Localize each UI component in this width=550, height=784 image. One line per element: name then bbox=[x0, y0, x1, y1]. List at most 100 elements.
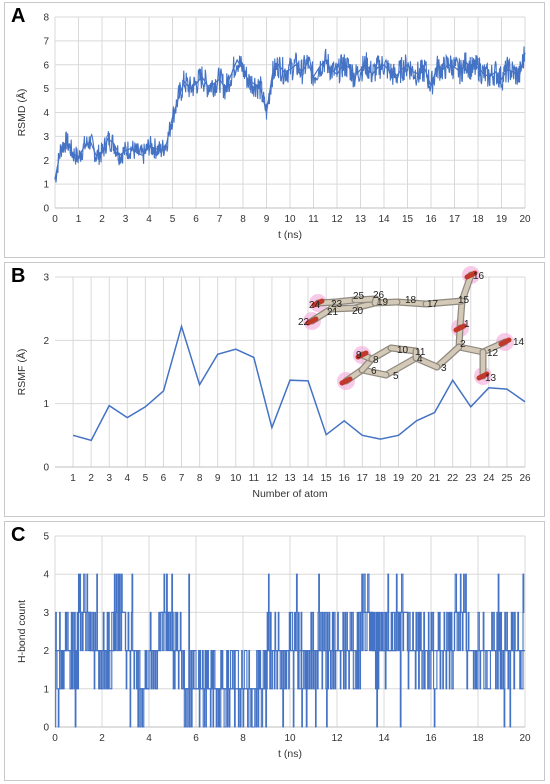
x-tick-label: 15 bbox=[402, 214, 414, 225]
atom-label: 3 bbox=[441, 363, 447, 374]
atom-label: 4 bbox=[417, 354, 423, 365]
x-tick-label: 2 bbox=[99, 214, 105, 225]
x-tick-label: 0 bbox=[52, 733, 58, 744]
y-tick-label: 4 bbox=[43, 108, 49, 119]
x-tick-label: 10 bbox=[230, 473, 242, 484]
bond bbox=[388, 345, 419, 354]
bond bbox=[434, 344, 462, 370]
x-tick-label: 4 bbox=[146, 214, 152, 225]
y-tick-label: 0 bbox=[43, 204, 49, 215]
bond bbox=[456, 344, 486, 355]
x-tick-label: 18 bbox=[472, 214, 484, 225]
x-tick-label: 3 bbox=[123, 214, 129, 225]
atom-label: 24 bbox=[309, 300, 321, 311]
x-tick-label: 4 bbox=[125, 473, 131, 484]
x-tick-label: 12 bbox=[266, 473, 278, 484]
x-tick-label: 5 bbox=[143, 473, 149, 484]
y-tick-label: 6 bbox=[43, 60, 49, 71]
y-tick-label: 2 bbox=[43, 156, 49, 167]
bond bbox=[369, 345, 394, 362]
bond bbox=[459, 272, 474, 304]
x-tick-label: 20 bbox=[519, 733, 531, 744]
x-tick-label: 17 bbox=[357, 473, 369, 484]
x-tick-label: 5 bbox=[170, 214, 176, 225]
oxygen-atom bbox=[355, 350, 369, 360]
rmsf-chart-panel: B 0 1 2 3 1 2 3 4 5 6 7 8 9 10 11 12 13 14 15 16 17 18 19 20 21 2… bbox=[4, 262, 545, 517]
x-tick-label: 6 bbox=[193, 733, 199, 744]
y-tick-label: 0 bbox=[43, 723, 49, 734]
x-tick-label: 2 bbox=[88, 473, 94, 484]
atom-label: 5 bbox=[393, 371, 399, 382]
atom-label: 26 bbox=[373, 290, 385, 301]
x-tick-label: 1 bbox=[76, 214, 82, 225]
atom-label: 20 bbox=[352, 306, 364, 317]
x-tick-label: 14 bbox=[378, 733, 390, 744]
atom-label: 13 bbox=[485, 373, 497, 384]
x-tick-label: 12 bbox=[331, 214, 343, 225]
x-tick-label: 9 bbox=[215, 473, 221, 484]
x-tick-label: 7 bbox=[217, 214, 223, 225]
x-tick-label: 11 bbox=[249, 473, 260, 484]
hbond-series-line bbox=[55, 611, 525, 690]
oxygen-atom bbox=[305, 316, 319, 326]
atom-label: 17 bbox=[427, 299, 439, 310]
y-tick-label: 3 bbox=[43, 132, 49, 143]
x-tick-label: 9 bbox=[264, 214, 270, 225]
rmsd-chart-panel: A 0 1 2 3 4 5 6 7 8 0 1 2 3 4 5 6 7 8 9 10 11 12 13 14 15 16 17 18 1… bbox=[4, 2, 545, 258]
oxygen-atom bbox=[498, 337, 512, 347]
x-tick-label: 20 bbox=[519, 214, 531, 225]
x-axis-label: Number of atom bbox=[252, 488, 328, 500]
oxygen-atom bbox=[476, 371, 490, 381]
x-tick-label: 11 bbox=[308, 214, 319, 225]
y-axis-label: RSMD (Å) bbox=[15, 89, 28, 137]
atom-label: 1 bbox=[464, 319, 470, 330]
x-tick-label: 6 bbox=[193, 214, 199, 225]
atom-label: 21 bbox=[327, 307, 339, 318]
y-axis-label: H-bond count bbox=[16, 600, 28, 663]
x-tick-label: 21 bbox=[429, 473, 441, 484]
x-tick-label: 1 bbox=[70, 473, 76, 484]
rmsd-noise-trace bbox=[54, 46, 526, 183]
bond bbox=[372, 296, 379, 306]
atom-label: 16 bbox=[473, 271, 485, 282]
x-tick-label: 22 bbox=[447, 473, 459, 484]
y-tick-label: 4 bbox=[43, 570, 49, 581]
x-tick-label: 20 bbox=[411, 473, 423, 484]
atom-label: 25 bbox=[353, 291, 365, 302]
x-tick-label: 13 bbox=[284, 473, 296, 484]
atom-label: 19 bbox=[377, 297, 389, 308]
hbond-noise-trace bbox=[55, 573, 525, 728]
atom-label: 10 bbox=[397, 345, 409, 356]
bond bbox=[423, 298, 465, 307]
y-tick-label: 1 bbox=[43, 684, 49, 695]
x-tick-label: 10 bbox=[284, 733, 296, 744]
y-tick-label: 5 bbox=[43, 84, 49, 95]
atom-label: 11 bbox=[415, 347, 426, 358]
atom-label: 12 bbox=[487, 348, 499, 359]
bond bbox=[383, 355, 419, 378]
x-tick-label: 14 bbox=[378, 214, 390, 225]
y-tick-label: 8 bbox=[43, 13, 49, 24]
bond bbox=[457, 298, 465, 331]
atom-label: 23 bbox=[331, 299, 343, 310]
atom-label: 15 bbox=[458, 295, 470, 306]
y-tick-label: 7 bbox=[43, 36, 49, 47]
panel-label-a: A bbox=[11, 5, 26, 27]
hbond-chart-panel: C 0 1 2 3 4 5 0 2 4 6 8 10 12 14 16 18 20 t (ns) H-bond co… bbox=[4, 521, 545, 781]
x-tick-label: 4 bbox=[146, 733, 152, 744]
x-tick-label: 8 bbox=[240, 733, 246, 744]
y-tick-label: 2 bbox=[43, 336, 49, 347]
x-tick-label: 16 bbox=[339, 473, 351, 484]
oxygen-atom bbox=[453, 323, 467, 333]
y-tick-label: 5 bbox=[43, 532, 49, 543]
y-tick-label: 3 bbox=[43, 273, 49, 284]
y-tick-label: 1 bbox=[43, 399, 49, 410]
x-tick-label: 12 bbox=[331, 733, 343, 744]
rmsd-series-line bbox=[54, 52, 526, 180]
y-tick-label: 3 bbox=[43, 608, 49, 619]
x-axis-label: t (ns) bbox=[278, 748, 302, 760]
x-tick-label: 3 bbox=[106, 473, 112, 484]
